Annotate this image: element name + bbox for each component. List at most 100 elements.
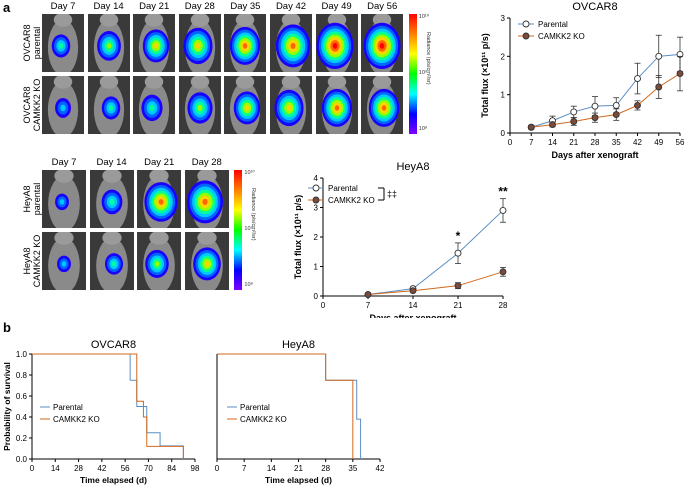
tumor-signal — [154, 261, 160, 267]
data-point — [409, 287, 417, 295]
x-tick-label: 56 — [121, 464, 130, 473]
tumor-signal — [108, 105, 113, 111]
data-point — [612, 101, 620, 109]
mouse-head — [99, 14, 118, 27]
row-label: OVCAR8 parental — [22, 14, 42, 72]
row-label-line: HeyA8 — [22, 185, 32, 213]
data-point — [499, 207, 507, 214]
legend-label: Parental — [240, 403, 270, 412]
legend-marker — [522, 20, 530, 28]
row-label-line: OVCAR8 — [22, 24, 32, 62]
mouse-head — [149, 170, 169, 183]
significance-mark: ** — [498, 185, 508, 199]
x-tick-label: 28 — [74, 464, 83, 473]
x-tick-label: 98 — [191, 464, 200, 473]
data-point — [499, 268, 507, 276]
y-tick-label: 0 — [314, 292, 319, 301]
x-tick-label: 21 — [294, 464, 303, 473]
mouse-image — [137, 170, 182, 228]
ovcar8-flux-chart: 0 1 2 3 0 7 14 21 28 35 42 49 56 OVCAR8 Days after xen… — [480, 1, 685, 160]
tumor-signal — [149, 104, 155, 112]
x-axis-label: Time elapsed (d) — [80, 475, 147, 485]
colorbar-mid-label: 10⁹ — [418, 70, 428, 76]
row-label-line: parental — [32, 26, 42, 60]
data-point — [527, 123, 535, 131]
day-label: Day 49 — [321, 1, 352, 12]
day-label: Day 14 — [96, 157, 127, 168]
panel-a-letter: a — [3, 0, 11, 15]
mouse-head — [53, 76, 73, 89]
x-tick-label: 14 — [267, 464, 276, 473]
row-label-line: OVCAR8 — [22, 86, 32, 124]
mouse-head — [54, 170, 74, 183]
x-tick-label: 21 — [454, 301, 463, 310]
series-line — [531, 53, 681, 128]
mouse-head — [149, 232, 169, 245]
day-label: Day 21 — [144, 157, 175, 168]
chart-title: OVCAR8 — [572, 1, 617, 13]
data-point — [570, 118, 578, 125]
mouse-image — [361, 76, 404, 134]
mouse-image — [270, 76, 312, 134]
data-point — [591, 102, 599, 110]
y-tick-label: 1 — [314, 263, 319, 272]
tumor-signal — [58, 43, 64, 49]
mouse-image — [42, 14, 84, 72]
day-label: Day 7 — [50, 1, 76, 12]
mouse-image — [133, 14, 176, 72]
y-tick-label: 4 — [314, 174, 319, 183]
mouse-head — [190, 14, 210, 27]
mouse-image — [42, 232, 86, 290]
y-tick-label: 0.0 — [16, 455, 28, 464]
mouse-head — [197, 170, 217, 183]
x-tick-label: 0 — [321, 301, 326, 310]
mouse-image — [89, 232, 134, 290]
legend-label: Parental — [53, 403, 83, 412]
data-point — [364, 291, 372, 298]
y-tick-label: 2 — [314, 233, 319, 242]
x-tick-label: 28 — [499, 301, 508, 310]
data-point — [591, 114, 599, 122]
tumor-signal — [204, 261, 210, 267]
x-tick-label: 70 — [144, 464, 153, 473]
x-tick-label: 7 — [242, 464, 247, 473]
x-axis-label: Time elapsed (d) — [265, 475, 332, 485]
day-label: Day 7 — [51, 157, 77, 168]
row-label: OVCAR8 CAMKK2 KO — [22, 76, 42, 134]
mouse-head — [54, 232, 74, 245]
tumor-signal — [332, 43, 337, 49]
data-point — [454, 282, 462, 290]
tumor-signal — [158, 199, 164, 205]
chart-title: OVCAR8 — [91, 339, 136, 351]
mouse-image — [184, 232, 229, 290]
y-tick-label: 0.8 — [16, 371, 28, 380]
data-point — [612, 111, 620, 119]
tumor-signal — [202, 198, 208, 205]
y-axis-label: Total flux (×10¹¹ p/s) — [480, 33, 490, 118]
y-tick-label: 0.4 — [16, 413, 28, 422]
survival-curve — [32, 353, 184, 459]
tumor-signal — [243, 43, 248, 49]
data-point — [570, 108, 578, 116]
survival-curve — [217, 353, 354, 459]
mouse-image — [87, 76, 130, 134]
chart-title: HeyA8 — [282, 339, 315, 351]
survival-curve — [32, 353, 184, 459]
y-tick-label: 1.0 — [16, 350, 28, 359]
colorbar-bottom-label: 10⁸ — [244, 282, 253, 288]
mouse-head — [236, 14, 255, 27]
colorbar-top-label: 10¹⁰ — [244, 170, 255, 176]
y-tick-label: 0 — [501, 129, 506, 138]
series-line — [367, 271, 504, 296]
x-tick-label: 42 — [633, 138, 642, 147]
y-tick-label: 0.6 — [16, 392, 28, 401]
x-tick-label: 7 — [366, 301, 371, 310]
mouse-image — [224, 76, 267, 134]
colorbar-title: Radiance (p/s/cm²/sr) — [424, 32, 431, 85]
x-tick-label: 56 — [676, 138, 685, 147]
mouse-head — [144, 14, 164, 27]
data-point — [655, 83, 663, 91]
tumor-signal — [153, 43, 159, 49]
mouse-image — [89, 170, 134, 228]
heya8-flux-chart: 0 1 2 3 4 0 7 14 21 28 HeyA8 Days after xenograft To… — [293, 161, 508, 318]
